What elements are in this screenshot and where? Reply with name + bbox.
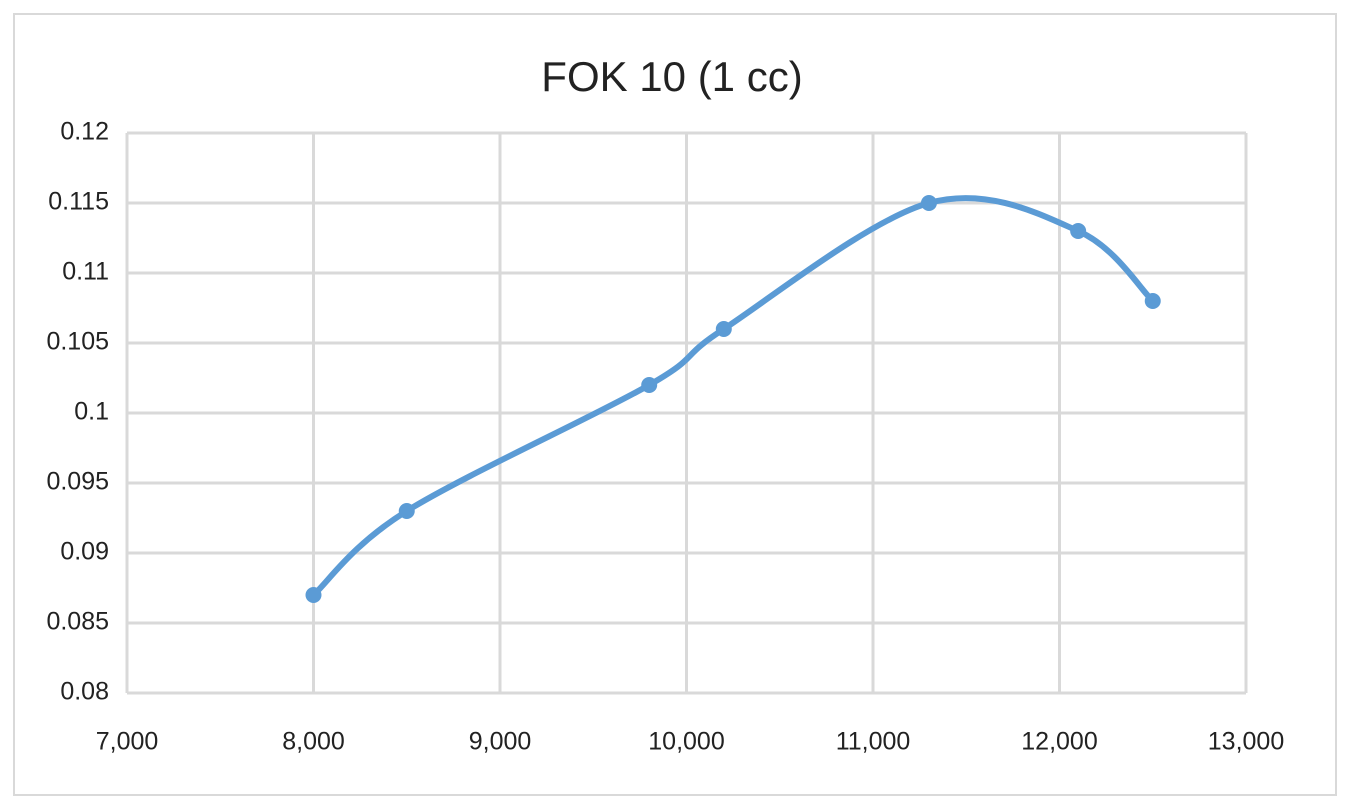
x-tick-label: 10,000 — [648, 728, 724, 756]
y-tick-label: 0.12 — [60, 118, 109, 146]
y-tick-label: 0.11 — [62, 258, 109, 286]
data-marker — [1144, 293, 1161, 309]
x-tick-label: 7,000 — [96, 728, 159, 756]
y-tick-label: 0.08 — [60, 678, 109, 706]
chart-border — [13, 13, 1337, 796]
x-tick-label: 9,000 — [469, 728, 532, 756]
y-tick-label: 0.095 — [46, 468, 109, 496]
y-tick-label: 0.1 — [74, 398, 109, 426]
data-marker — [305, 587, 322, 603]
data-marker — [920, 195, 937, 211]
data-marker — [398, 503, 415, 519]
x-tick-label: 13,000 — [1208, 728, 1284, 756]
y-tick-label: 0.09 — [60, 538, 109, 566]
data-marker — [1070, 223, 1087, 239]
x-tick-label: 11,000 — [836, 728, 911, 756]
x-tick-label: 8,000 — [282, 728, 345, 756]
x-tick-label: 12,000 — [1021, 728, 1097, 756]
y-tick-label: 0.085 — [46, 608, 109, 636]
chart-title: FOK 10 (1 cc) — [541, 53, 802, 100]
y-tick-label: 0.115 — [48, 188, 109, 216]
data-marker — [641, 377, 658, 393]
y-tick-label: 0.105 — [46, 328, 109, 356]
data-marker — [715, 321, 732, 337]
